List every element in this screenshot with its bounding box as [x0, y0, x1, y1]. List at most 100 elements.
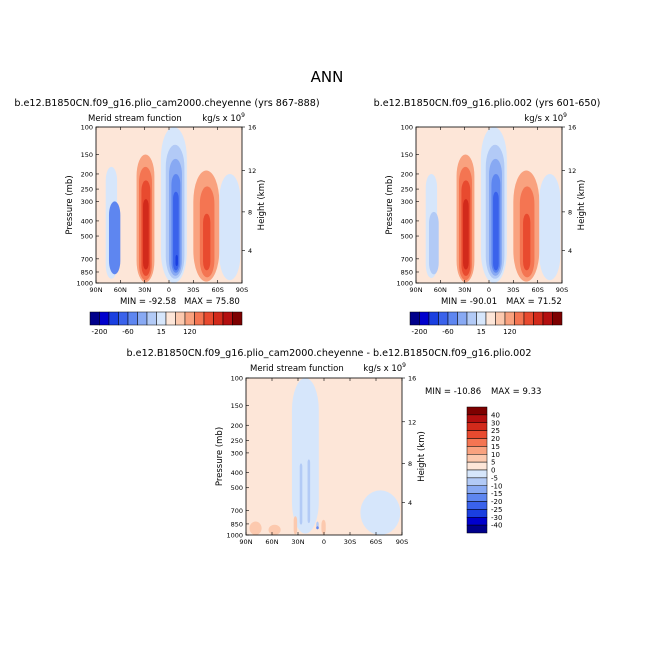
right-panel-units: kg/s x 109: [524, 112, 567, 124]
left-contour-region-10: [173, 191, 179, 271]
page-title: ANN: [311, 68, 344, 86]
diff-colorbar-box: [466, 438, 488, 447]
diff-ytick-label: 100: [231, 375, 243, 383]
left-colorbar-box: [99, 311, 110, 326]
left-colorbar-label: 15: [157, 328, 166, 336]
diff-contour-region-3: [307, 459, 311, 524]
diff-panel-units: kg/s x 109: [363, 362, 406, 374]
right-y2tick-label: 8: [568, 208, 572, 216]
diff-contour-region-8: [249, 521, 262, 535]
left-xtick-label: 60N: [114, 286, 127, 294]
right-ytick-label: 250: [401, 186, 413, 194]
diff-ytick-label: 200: [231, 422, 243, 430]
left-ytick-label: 150: [81, 151, 93, 159]
diff-xtick-label: 60N: [265, 538, 278, 546]
right-colorbar-box: [466, 311, 477, 326]
diff-panel-heading: b.e12.B1850CN.f09_g16.plio_cam2000.cheye…: [127, 348, 532, 359]
left-colorbar-box: [222, 311, 233, 326]
diff-colorbar-label: -25: [491, 506, 502, 514]
diff-colorbar-label: -20: [491, 498, 502, 506]
diff-ytick-label: 850: [231, 520, 243, 528]
diff-colorbar-label: -15: [491, 490, 502, 498]
left-units-exp: 9: [241, 112, 245, 119]
right-frame: 90N 60N 30N 0 30S 60S 90S 100 150 200 250 300 400 500…: [385, 124, 587, 295]
diff-colorbar-box: [466, 461, 488, 471]
left-xtick-label: 60S: [211, 286, 223, 294]
left-xtick-label: 90S: [236, 286, 248, 294]
diff-colorbar-box: [466, 509, 488, 518]
diff-units-text: kg/s x 10: [363, 364, 402, 374]
diff-contour-region-7: [321, 519, 326, 535]
left-ytick-label: 100: [81, 124, 93, 132]
diff-y2tick-label: 8: [408, 460, 412, 468]
left-ytick-label: 400: [81, 217, 93, 225]
diff-colorbar-label: 30: [491, 419, 500, 427]
left-contour-region-11: [175, 254, 178, 267]
left-colorbar-box: [175, 311, 186, 326]
right-colorbar-box: [409, 311, 420, 326]
right-ytick-label: 300: [401, 198, 413, 206]
left-colorbar-box: [165, 311, 176, 326]
left-colorbar-box: [213, 311, 224, 326]
diff-y2tick-label: 16: [408, 375, 416, 383]
right-xtick-label: 60S: [531, 286, 543, 294]
left-colorbar-box: [156, 311, 167, 326]
diff-xtick-label: 60S: [370, 538, 382, 546]
diff-max-label: MAX = 9.33: [491, 387, 541, 397]
right-contour-region-14: [539, 173, 561, 281]
right-max-label: MAX = 71.52: [506, 297, 562, 307]
diff-xtick-label: 0: [322, 538, 326, 546]
diff-colorbar-box: [466, 517, 488, 526]
diff-contour-region-1: [360, 490, 401, 535]
right-colorbar-box: [523, 311, 534, 326]
left-colorbar-box: [118, 311, 129, 326]
right-y2tick-label: 16: [568, 124, 576, 132]
left-max-label: MAX = 75.80: [184, 297, 240, 307]
right-field: [416, 127, 562, 283]
left-contour-region-1: [108, 201, 121, 275]
diff-colorbar-label: 0: [491, 467, 495, 475]
diff-colorbar-label: 40: [491, 411, 500, 419]
diff-colorbar-box: [466, 414, 488, 423]
right-ytick-label: 700: [401, 255, 413, 263]
right-ytick-label: 150: [401, 151, 413, 159]
diff-ytick-label: 500: [231, 484, 243, 492]
left-colorbar-box: [184, 311, 195, 326]
diff-colorbar-box: [466, 422, 488, 431]
diff-ytick-label: 1000: [226, 532, 243, 540]
right-colorbar-box: [533, 311, 544, 326]
left-ylabel: Pressure (mb): [65, 175, 75, 234]
difference-panel: b.e12.B1850CN.f09_g16.plio_cam2000.cheye…: [127, 348, 542, 546]
right-colorbar-box: [542, 311, 553, 326]
left-contour-region-5: [143, 199, 149, 270]
right-colorbar-label: -200: [412, 328, 428, 336]
diff-xtick-label: 90S: [396, 538, 408, 546]
left-panel: b.e12.B1850CN.f09_g16.plio_cam2000.cheye…: [14, 98, 319, 336]
diff-field: [246, 378, 402, 535]
diff-colorbar-label: -30: [491, 514, 502, 522]
left-xtick-label: 0: [167, 286, 171, 294]
diff-contour-region-2: [299, 463, 303, 525]
right-y2tick-label: 12: [568, 167, 576, 175]
diff-colorbar-box: [466, 501, 488, 510]
diff-colorbar-box: [466, 485, 488, 494]
right-contour-region-1: [428, 211, 439, 275]
diff-contour-region-4: [316, 521, 319, 528]
right-colorbar-label: 15: [477, 328, 486, 336]
left-colorbar-label: -200: [92, 328, 108, 336]
left-contour-region-15: [219, 173, 241, 281]
left-colorbar-box: [146, 311, 157, 326]
right-xtick-label: 0: [487, 286, 491, 294]
right-panel-heading: b.e12.B1850CN.f09_g16.plio.002 (yrs 601-…: [374, 98, 601, 109]
left-colorbar-box: [89, 311, 100, 326]
left-colorbar-label: 120: [183, 328, 196, 336]
diff-colorbar-box: [466, 430, 488, 439]
right-colorbar-box: [419, 311, 430, 326]
diff-contour-region-6: [293, 516, 298, 535]
diff-colorbar-label: 15: [491, 443, 500, 451]
right-ytick-label: 400: [401, 217, 413, 225]
diff-colorbar-label: 10: [491, 451, 500, 459]
diff-ytick-label: 150: [231, 402, 243, 410]
right-colorbar-label: -60: [442, 328, 453, 336]
